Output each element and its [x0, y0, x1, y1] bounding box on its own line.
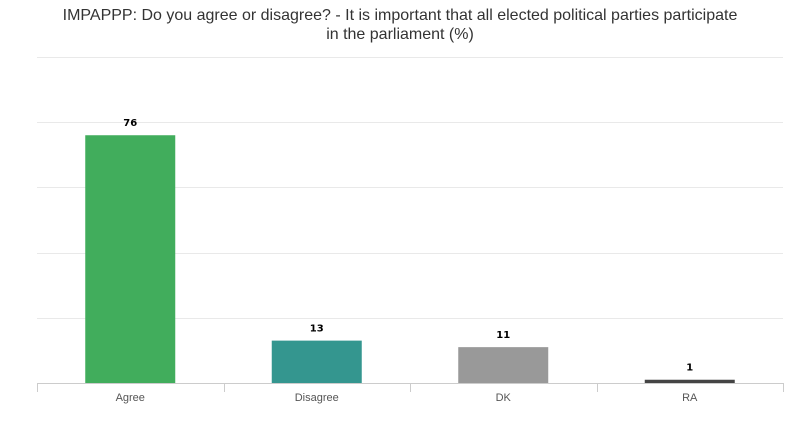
bar-ra[interactable] — [644, 379, 735, 383]
chart-title: IMPAPPP: Do you agree or disagree? - It … — [0, 6, 800, 44]
bar-dk[interactable] — [458, 347, 549, 383]
chart-title-line-2: in the parliament (%) — [326, 26, 474, 43]
data-label-disagree: 13 — [310, 324, 324, 335]
x-tick-label-ra: RA — [682, 392, 698, 404]
data-label-ra: 1 — [686, 363, 693, 374]
bars — [85, 135, 735, 383]
data-label-agree: 76 — [123, 118, 137, 129]
data-label-dk: 11 — [496, 330, 510, 341]
bar-agree[interactable] — [85, 135, 176, 383]
x-axis: Agree Disagree DK RA — [37, 383, 784, 404]
x-tick-label-agree: Agree — [116, 392, 145, 404]
bar-disagree[interactable] — [271, 340, 362, 383]
x-tick-label-disagree: Disagree — [295, 392, 339, 404]
x-tick-label-dk: DK — [496, 392, 512, 404]
chart-title-line-1: IMPAPPP: Do you agree or disagree? - It … — [62, 7, 738, 24]
